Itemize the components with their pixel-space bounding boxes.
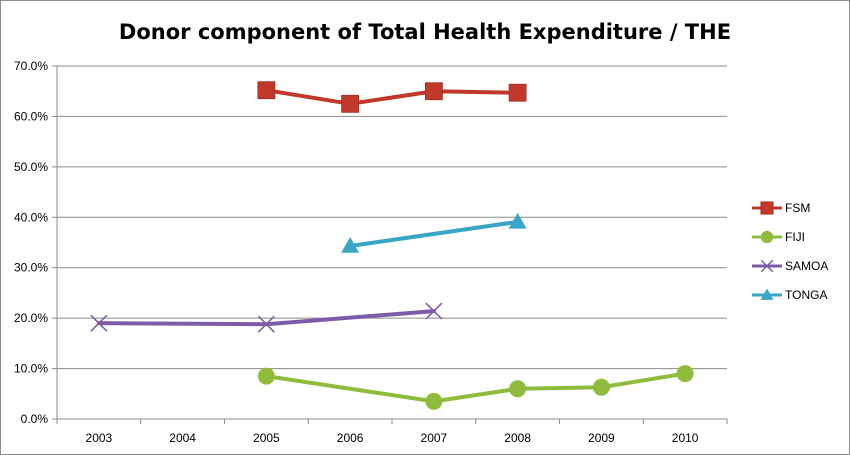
y-tick-label: 40.0% [14,210,48,224]
marker-stroke [760,259,774,273]
x-tick-label: 2003 [86,431,113,445]
legend-marker [760,230,774,244]
x-tick-label: 2006 [337,431,364,445]
x-tick-label: 2005 [253,431,280,445]
y-tick-label: 10.0% [14,362,48,376]
legend-item-fiji: FIJI [752,230,805,244]
axes [52,65,728,424]
x-axis-ticks: 2003 2004 2005 2006 2007 2008 2009 2010 [86,431,699,445]
y-tick-label: 0.0% [21,412,49,426]
marker-stroke [90,314,108,332]
legend-item-tonga: TONGA [752,288,827,302]
data-point [341,237,360,253]
legend-label: TONGA [785,288,827,302]
series-line [264,371,688,404]
data-point [257,81,276,100]
data-point [90,314,108,332]
data-point [508,212,527,229]
data-point [257,315,275,333]
y-tick-label: 20.0% [14,311,48,325]
legend-item-samoa: SAMOA [752,259,828,273]
legend-label: FIJI [785,230,805,244]
series-fiji [257,365,694,410]
series-tonga [341,212,527,253]
legend-label: FSM [785,201,810,215]
series-samoa [90,302,443,333]
marker-stroke [257,315,275,333]
y-tick-label: 30.0% [14,261,48,275]
x-tick-label: 2009 [588,431,615,445]
grid-lines [57,65,727,370]
data-point [676,365,694,383]
marker-stroke [425,302,443,320]
legend-marker [760,259,774,273]
legend-marker [760,288,774,300]
series-line [348,219,520,249]
series-fsm [257,81,527,113]
y-tick-label: 60.0% [14,109,48,123]
data-point [592,378,610,396]
x-tick-label: 2008 [504,431,531,445]
y-tick-label: 50.0% [14,160,48,174]
legend-marker [760,201,774,215]
legend-item-fsm: FSM [752,201,810,215]
legend-label: SAMOA [785,259,828,273]
series-line [264,88,520,106]
data-point [257,367,275,385]
legend: FSM FIJI SAMOA TONGA [752,201,828,302]
y-axis-ticks: 0.0% 10.0% 20.0% 30.0% 40.0% 50.0% 60.0% 70.0% [14,59,48,426]
data-point [424,82,443,101]
data-point [341,94,360,113]
x-tick-label: 2007 [421,431,448,445]
series-line [96,309,436,327]
y-tick-label: 70.0% [14,59,48,73]
x-tick-label: 2004 [169,431,196,445]
series-group [90,81,694,410]
data-point [508,83,527,102]
data-point [425,392,443,410]
chart-title: Donor component of Total Health Expendit… [119,20,731,44]
data-point [425,302,443,320]
x-tick-label: 2010 [672,431,699,445]
data-point [509,380,527,398]
